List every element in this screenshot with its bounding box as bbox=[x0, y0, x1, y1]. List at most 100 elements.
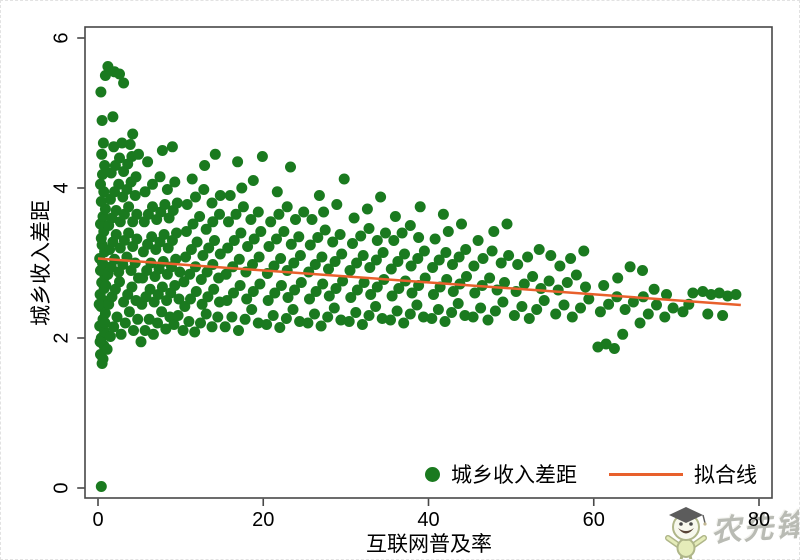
scatter-point bbox=[543, 275, 555, 287]
scatter-point bbox=[322, 311, 334, 323]
scatter-point bbox=[228, 235, 240, 246]
scatter-point bbox=[135, 336, 147, 348]
scatter-point bbox=[271, 186, 283, 198]
scatter-point bbox=[565, 253, 577, 264]
scatter-point bbox=[221, 295, 233, 306]
scatter-point bbox=[377, 247, 389, 258]
scatter-point bbox=[194, 211, 206, 222]
scatter-point bbox=[247, 259, 258, 270]
scatter-point bbox=[110, 205, 122, 216]
scatter-point bbox=[289, 284, 301, 296]
scatter-point bbox=[357, 250, 369, 261]
scatter-point bbox=[335, 314, 347, 326]
scatter-point bbox=[594, 306, 606, 318]
scatter-point bbox=[363, 223, 375, 234]
scatter-point bbox=[178, 276, 190, 288]
scatter-point bbox=[330, 283, 342, 294]
scatter-point bbox=[370, 301, 382, 312]
scatter-point bbox=[427, 262, 439, 273]
scatter-point bbox=[187, 218, 199, 230]
scatter-point bbox=[472, 235, 484, 246]
scatter-point bbox=[269, 287, 281, 299]
scatter-point bbox=[356, 319, 368, 330]
scatter-point bbox=[199, 160, 211, 171]
scatter-point bbox=[173, 293, 185, 305]
scatter-point bbox=[617, 328, 629, 340]
scatter-point bbox=[255, 226, 267, 237]
scatter-point bbox=[441, 274, 453, 285]
scatter-point bbox=[195, 317, 206, 329]
scatter-point bbox=[344, 265, 356, 276]
scatter-point bbox=[191, 236, 203, 248]
scatter-point bbox=[185, 293, 196, 305]
scatter-point bbox=[113, 178, 125, 190]
scatter-point bbox=[195, 274, 207, 285]
scatter-point bbox=[501, 218, 513, 230]
scatter-point bbox=[627, 296, 639, 308]
x-axis-title: 互联网普及率 bbox=[366, 533, 492, 556]
scatter-point bbox=[139, 325, 151, 336]
scatter-point bbox=[131, 233, 143, 245]
scatter-point bbox=[717, 310, 729, 321]
scatter-point bbox=[184, 268, 196, 280]
scatter-point bbox=[429, 233, 441, 245]
scatter-point bbox=[398, 317, 410, 329]
scatter-point bbox=[293, 231, 305, 243]
scatter-point bbox=[110, 229, 122, 240]
scatter-point bbox=[518, 278, 530, 290]
scatter-point bbox=[323, 263, 334, 275]
scatter-point bbox=[389, 211, 401, 222]
scatter-point bbox=[189, 326, 201, 338]
scatter-point bbox=[172, 310, 184, 321]
scatter-point bbox=[234, 280, 246, 291]
scatter-point bbox=[413, 232, 425, 243]
scatter-point bbox=[116, 137, 128, 149]
scatter-point bbox=[107, 111, 119, 123]
scatter-point bbox=[111, 311, 123, 323]
scatter-point bbox=[290, 214, 301, 225]
scatter-point bbox=[214, 208, 225, 220]
scatter-point bbox=[642, 308, 654, 320]
scatter-point bbox=[220, 268, 232, 280]
scatter-point bbox=[545, 250, 557, 261]
scatter-point bbox=[170, 253, 182, 265]
scatter-point bbox=[578, 245, 590, 257]
scatter-point bbox=[285, 238, 297, 250]
scatter-point bbox=[414, 201, 426, 213]
scatter-point bbox=[391, 305, 403, 317]
scatter-point bbox=[495, 257, 507, 269]
scatter-point bbox=[336, 248, 348, 260]
scatter-point bbox=[95, 481, 107, 492]
scatter-point bbox=[317, 278, 329, 290]
scatter-point bbox=[275, 280, 287, 291]
scatter-point bbox=[252, 206, 264, 218]
scatter-point bbox=[180, 251, 192, 263]
scatter-point bbox=[363, 310, 375, 321]
scatter-point bbox=[160, 323, 172, 335]
scatter-point bbox=[315, 320, 327, 332]
scatter-point bbox=[130, 171, 142, 183]
scatter-point bbox=[365, 289, 377, 300]
scatter-point bbox=[280, 313, 292, 324]
scatter-point bbox=[523, 313, 535, 324]
scatter-point bbox=[412, 253, 424, 264]
scatter-point bbox=[228, 287, 239, 299]
scatter-point bbox=[261, 319, 273, 330]
scatter-point bbox=[522, 251, 534, 263]
scatter-point bbox=[256, 151, 268, 162]
scatter-point bbox=[267, 310, 279, 321]
scatter-point bbox=[467, 311, 479, 323]
scatter-point bbox=[730, 289, 742, 300]
scatter-point bbox=[147, 178, 158, 190]
scatter-point bbox=[201, 266, 213, 278]
scatter-point bbox=[426, 313, 438, 324]
scatter-point bbox=[287, 304, 299, 315]
scatter-point bbox=[248, 233, 260, 245]
scatter-point bbox=[439, 316, 451, 327]
scatter-point bbox=[99, 70, 111, 81]
scatter-point bbox=[186, 173, 198, 185]
scatter-point bbox=[575, 302, 586, 314]
scatter-point bbox=[207, 259, 219, 270]
scatter-point bbox=[95, 196, 107, 207]
